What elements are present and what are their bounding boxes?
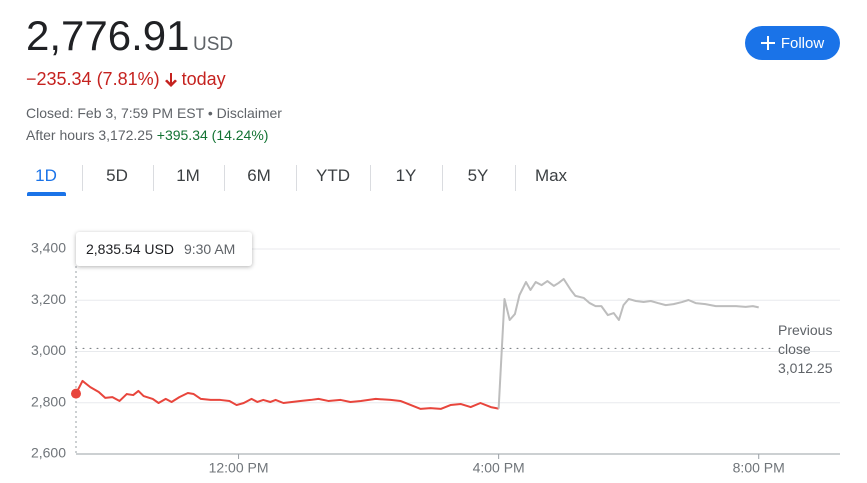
hover-point <box>71 388 81 399</box>
previous-close-text: Previous close <box>778 322 833 357</box>
tooltip: 2,835.54 USD 9:30 AM <box>76 232 252 266</box>
after-hours: After hours 3,172.25 +395.34 (14.24%) <box>26 127 268 143</box>
tab-separator <box>82 165 83 191</box>
x-tick-label: 12:00 PM <box>209 460 269 476</box>
closed: Closed: Feb 3, 7:59 PM EST • <box>26 105 213 121</box>
price: 2,776.91 <box>26 12 190 59</box>
down-arrow <box>164 72 177 87</box>
price-line <box>75 379 499 410</box>
x-tick-label: 4:00 PM <box>473 460 525 476</box>
tab-separator <box>442 165 443 191</box>
y-tick-label: 2,600 <box>31 445 66 461</box>
y-tick-label: 3,400 <box>31 240 66 256</box>
y-tick-label: 3,000 <box>31 342 66 358</box>
previous-close-label: Previous close 3,012.25 <box>778 321 840 378</box>
disclaimer-link[interactable]: Disclaimer <box>216 105 282 121</box>
x-tick-label: 8:00 PM <box>733 460 785 476</box>
after-hours-change: +395.34 (14.24%) <box>156 127 269 143</box>
tab[interactable]: Max <box>534 166 568 185</box>
tab-separator <box>153 165 154 191</box>
tab[interactable]: 1Y <box>395 166 417 185</box>
after-hours-price: After hours 3,172.25 <box>26 127 153 143</box>
tab[interactable]: 6M <box>247 166 271 185</box>
y-tick-label: 2,800 <box>31 393 66 409</box>
follow-label: Follow <box>780 34 825 52</box>
change-period: today <box>181 69 226 89</box>
tooltip-price: 2,835.54 USD <box>86 241 174 257</box>
follow-button[interactable]: Follow <box>745 26 840 60</box>
tab-separator <box>370 165 371 191</box>
change-value: −235.34 (7.81%) <box>26 69 160 89</box>
tab[interactable]: 1D <box>35 166 57 185</box>
status: Closed: Feb 3, 7:59 PM EST • Disclaimer <box>26 105 282 121</box>
active-tab-indicator <box>27 192 66 196</box>
tab-separator <box>224 165 225 191</box>
change: −235.34 (7.81%) today <box>26 69 226 90</box>
tab[interactable]: 5Y <box>467 166 489 185</box>
tab[interactable]: 5D <box>106 166 128 185</box>
tab[interactable]: 1M <box>176 166 200 185</box>
price-line <box>497 277 759 409</box>
tab-separator <box>515 165 516 191</box>
plus-icon <box>760 36 775 50</box>
currency: USD <box>193 34 234 55</box>
tab-separator <box>296 165 297 191</box>
tab[interactable]: YTD <box>316 166 350 185</box>
tooltip-time: 9:30 AM <box>183 241 236 257</box>
previous-close-value: 3,012.25 <box>778 360 833 376</box>
y-tick-label: 3,200 <box>31 291 66 307</box>
